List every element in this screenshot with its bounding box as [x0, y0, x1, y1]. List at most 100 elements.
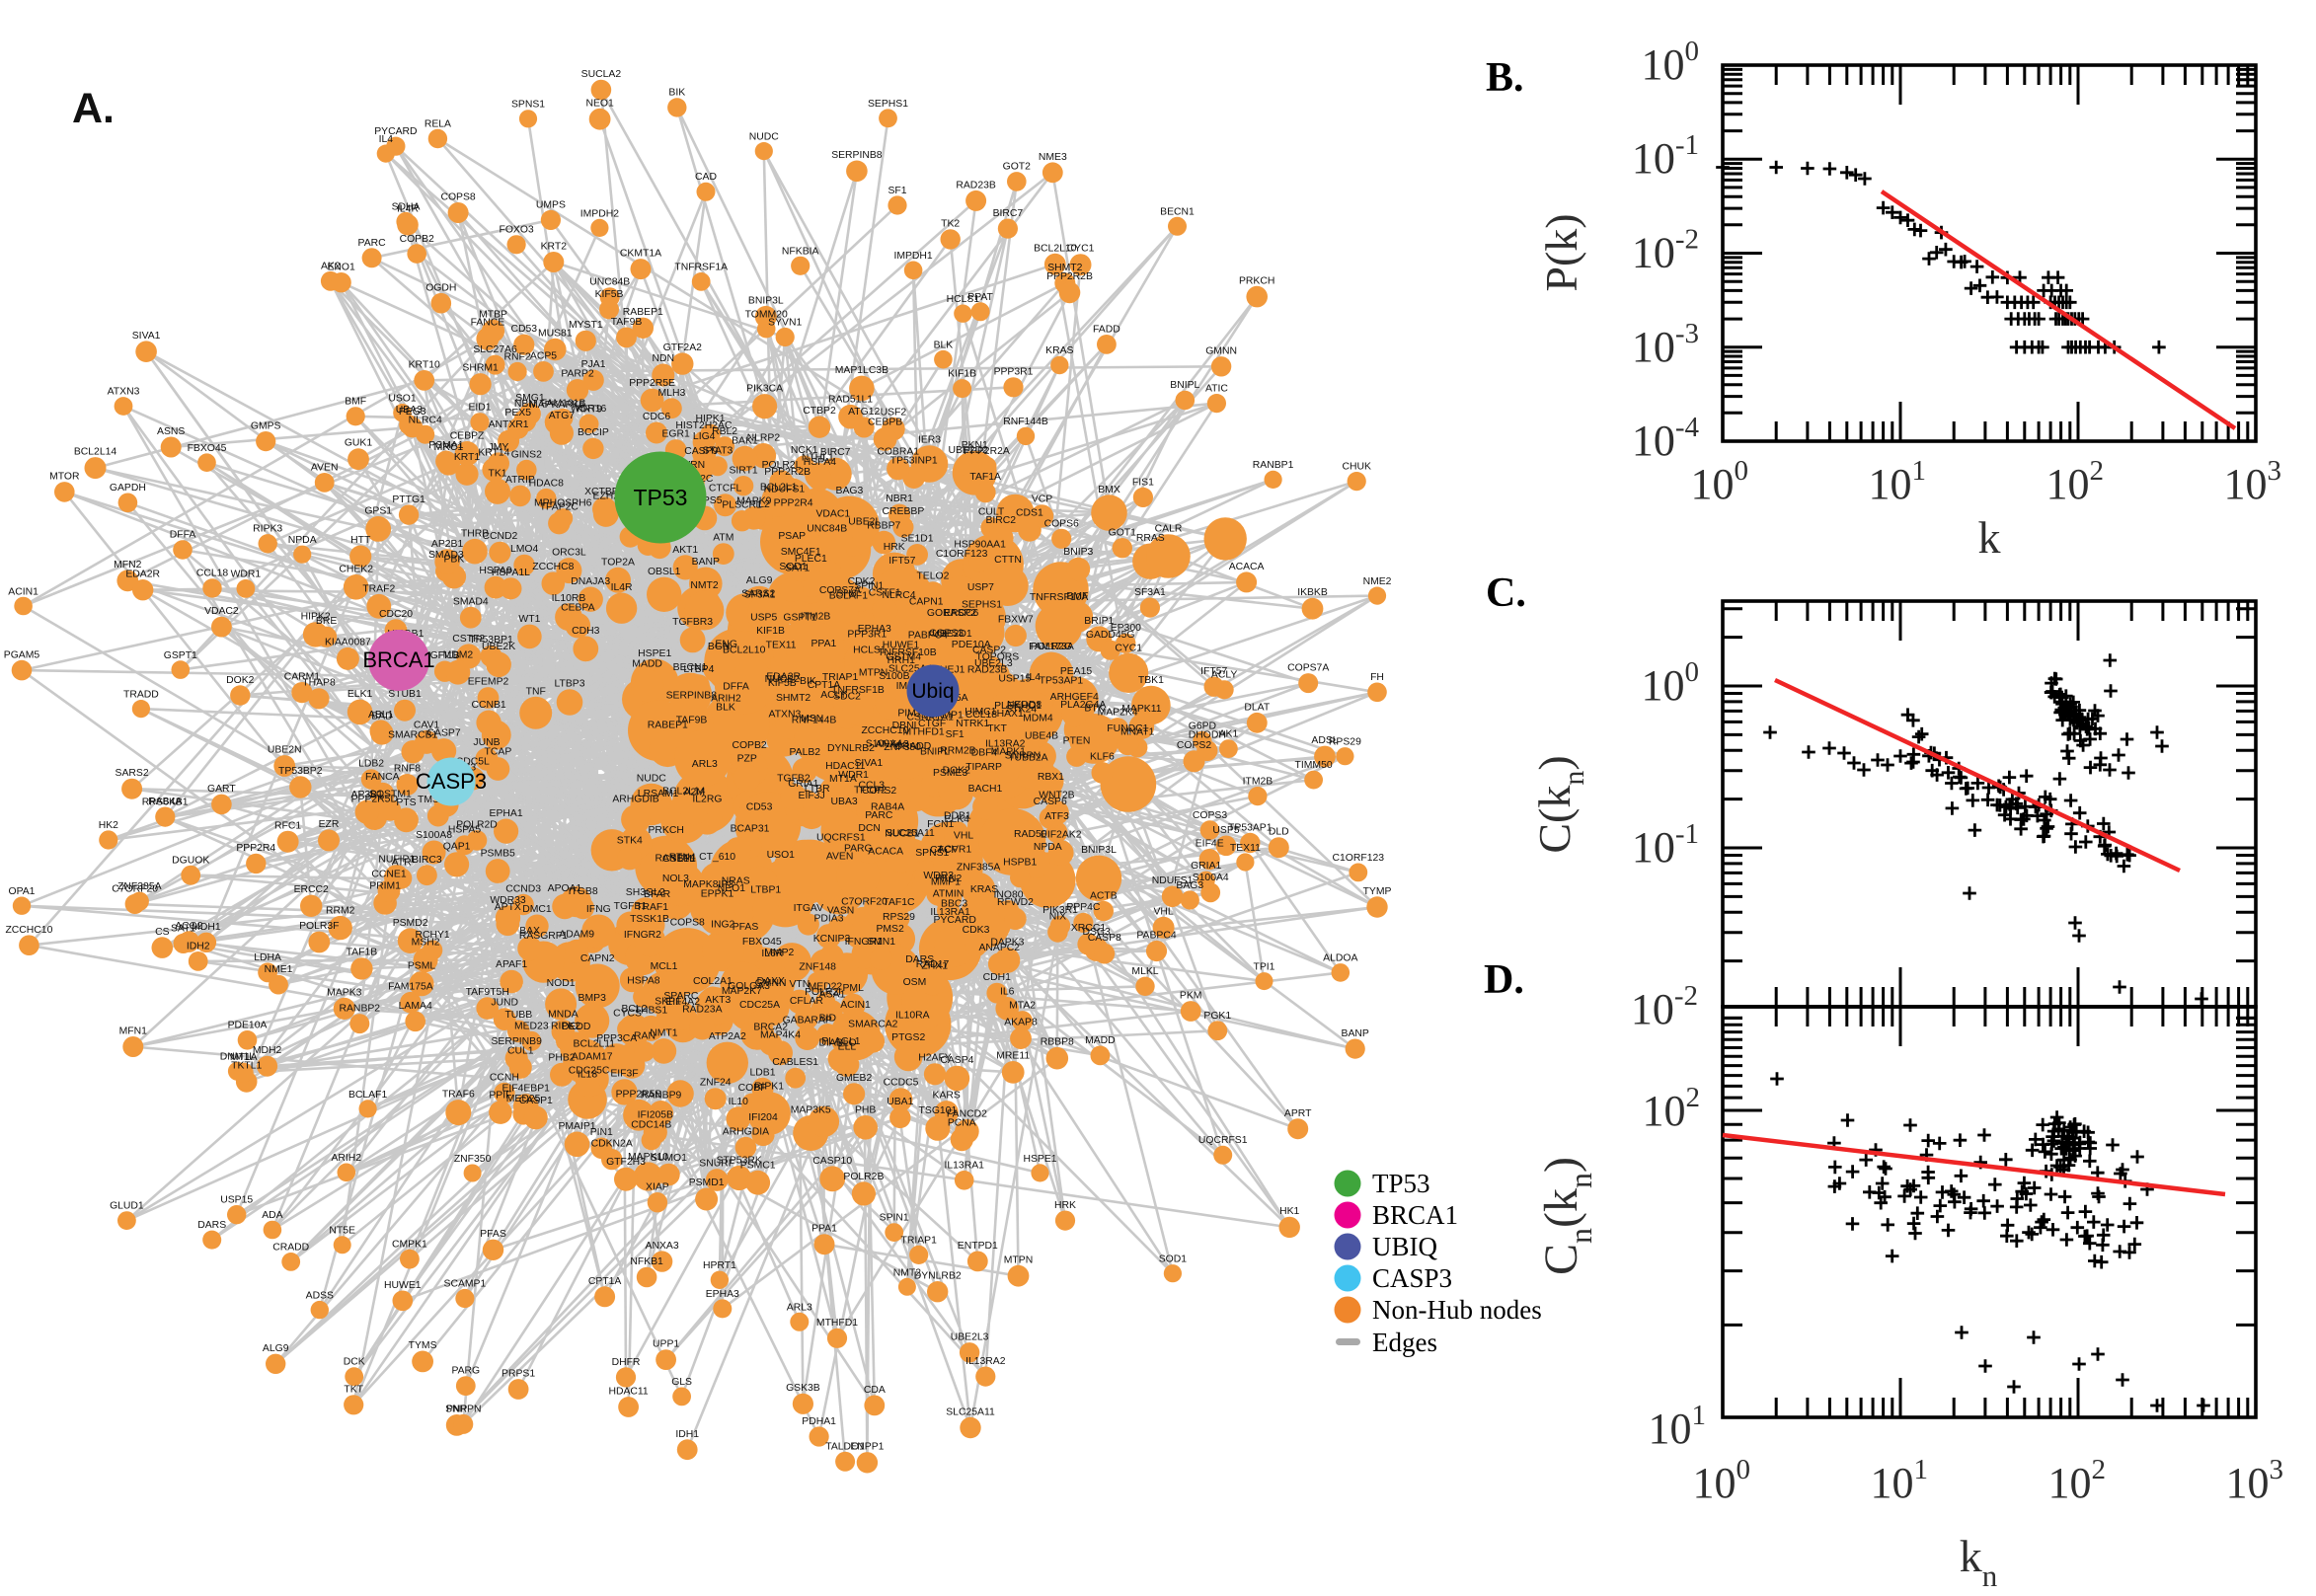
svg-text:PPA1: PPA1	[811, 639, 836, 649]
svg-text:PEA15: PEA15	[1060, 666, 1093, 677]
svg-text:MTPN: MTPN	[859, 668, 888, 679]
svg-text:BRE: BRE	[316, 616, 337, 627]
svg-text:HIST2H2AC: HIST2H2AC	[675, 420, 733, 431]
svg-text:UBE4B: UBE4B	[1025, 731, 1058, 742]
svg-text:OBSL1: OBSL1	[648, 567, 681, 577]
svg-text:SLC25A11: SLC25A11	[946, 1406, 995, 1417]
svg-text:NFKBIA: NFKBIA	[782, 246, 819, 257]
svg-text:HRK: HRK	[884, 542, 905, 553]
svg-text:DNAJA3: DNAJA3	[571, 576, 610, 587]
svg-text:BAD: BAD	[371, 712, 392, 722]
svg-text:ADAM17: ADAM17	[572, 1052, 613, 1063]
svg-text:CTCFL: CTCFL	[709, 484, 742, 494]
svg-text:KIF5B: KIF5B	[768, 678, 797, 689]
svg-text:MADD: MADD	[1085, 1035, 1116, 1046]
svg-text:HAX1: HAX1	[997, 709, 1024, 720]
svg-text:FBXO45: FBXO45	[742, 937, 782, 948]
svg-text:PKM: PKM	[1180, 991, 1202, 1002]
svg-text:PSMA1: PSMA1	[428, 440, 463, 451]
svg-text:VHL: VHL	[1153, 906, 1173, 917]
svg-text:SNRPN: SNRPN	[445, 1404, 481, 1414]
svg-text:LDB1: LDB1	[750, 1067, 776, 1078]
svg-text:TAF9B: TAF9B	[676, 715, 708, 725]
svg-text:ZNF385A: ZNF385A	[117, 881, 162, 892]
svg-text:RRAS: RRAS	[1136, 533, 1165, 544]
svg-text:LRSAM1: LRSAM1	[638, 789, 679, 799]
svg-text:XRCC1: XRCC1	[1071, 923, 1106, 934]
svg-text:RELA: RELA	[425, 118, 451, 129]
svg-text:JUNB: JUNB	[473, 737, 500, 748]
svg-text:KRT1: KRT1	[454, 452, 481, 463]
svg-text:DARS: DARS	[905, 954, 934, 965]
svg-text:UMPS: UMPS	[536, 199, 566, 210]
svg-text:PLSCR1: PLSCR1	[722, 500, 762, 511]
svg-text:IL2: IL2	[755, 499, 770, 510]
svg-text:COL2A1: COL2A1	[693, 976, 733, 987]
svg-text:SF3A1: SF3A1	[744, 590, 776, 601]
svg-text:ANAPC2: ANAPC2	[979, 943, 1021, 953]
svg-text:NUCB2: NUCB2	[765, 674, 800, 685]
svg-text:APTX: APTX	[495, 902, 521, 913]
svg-text:GMEB2: GMEB2	[836, 1073, 873, 1084]
svg-text:MTA2: MTA2	[1009, 1001, 1036, 1012]
svg-text:GINS2: GINS2	[511, 449, 542, 460]
svg-text:COPS6: COPS6	[1044, 518, 1079, 529]
svg-text:ATG7: ATG7	[549, 411, 576, 421]
svg-text:GMNN: GMNN	[1205, 346, 1237, 357]
svg-text:HRK: HRK	[1054, 1200, 1076, 1211]
svg-text:LAMA4: LAMA4	[399, 1001, 432, 1012]
svg-text:MED23: MED23	[514, 1021, 549, 1031]
svg-text:VDAC1: VDAC1	[815, 508, 850, 519]
svg-text:MED22: MED22	[809, 981, 843, 992]
svg-text:TAF1B: TAF1B	[347, 948, 378, 958]
svg-text:CABLES1: CABLES1	[772, 1057, 818, 1068]
svg-text:DLD: DLD	[1269, 827, 1289, 838]
svg-text:SNRPN: SNRPN	[1005, 751, 1041, 762]
svg-text:BRIP1: BRIP1	[1084, 616, 1114, 627]
svg-text:NEO1: NEO1	[585, 98, 614, 109]
svg-text:PSME3: PSME3	[933, 768, 967, 779]
svg-text:HSPA1L: HSPA1L	[492, 568, 530, 578]
svg-text:CDC20: CDC20	[379, 609, 413, 620]
svg-text:PSMB5: PSMB5	[481, 849, 515, 860]
svg-text:AK2: AK2	[321, 261, 341, 271]
svg-text:CAD: CAD	[695, 172, 717, 183]
svg-text:BIRC3: BIRC3	[412, 855, 442, 866]
svg-text:PLAGL1: PLAGL1	[821, 1036, 861, 1047]
svg-text:LDB2: LDB2	[358, 759, 384, 770]
svg-text:COPS2: COPS2	[862, 786, 896, 797]
svg-text:UQCRFS1: UQCRFS1	[1198, 1135, 1248, 1146]
svg-text:DBF4: DBF4	[971, 748, 998, 759]
svg-text:MSN: MSN	[801, 714, 823, 724]
svg-text:PIM1: PIM1	[897, 709, 921, 720]
svg-text:MCL1: MCL1	[651, 961, 678, 972]
svg-text:BID: BID	[819, 1014, 836, 1025]
svg-text:DCK: DCK	[344, 1357, 365, 1368]
svg-text:TAF9B: TAF9B	[611, 317, 643, 328]
svg-text:INO80: INO80	[993, 889, 1023, 900]
svg-text:TNFRSF1B: TNFRSF1B	[831, 685, 885, 696]
svg-text:FAM175A: FAM175A	[388, 981, 433, 992]
svg-text:DMC1: DMC1	[522, 904, 552, 915]
svg-text:NOD1: NOD1	[547, 978, 576, 989]
svg-text:PTEN: PTEN	[1063, 736, 1091, 747]
svg-text:CDKN2A: CDKN2A	[591, 1138, 633, 1149]
svg-text:THBS1: THBS1	[635, 1006, 668, 1017]
svg-text:MAPK8IP3: MAPK8IP3	[683, 879, 733, 890]
svg-text:FBXO45: FBXO45	[188, 443, 227, 454]
svg-text:TNFRSF1A: TNFRSF1A	[674, 263, 728, 273]
svg-text:PHB2: PHB2	[548, 1052, 575, 1063]
svg-text:ANXA3: ANXA3	[646, 1241, 679, 1252]
svg-text:SKP1: SKP1	[655, 997, 681, 1008]
svg-text:CASP10: CASP10	[812, 1156, 852, 1167]
svg-text:KRT2: KRT2	[541, 242, 568, 253]
svg-text:HUWE1: HUWE1	[384, 1280, 422, 1291]
svg-text:ADAM9: ADAM9	[559, 929, 594, 940]
svg-text:CALR: CALR	[1155, 524, 1183, 535]
svg-text:NDUFS1: NDUFS1	[1152, 875, 1194, 886]
svg-text:UBE2L3: UBE2L3	[951, 1332, 989, 1343]
svg-text:CASP3: CASP3	[1372, 1263, 1452, 1293]
svg-text:ATXN3: ATXN3	[108, 387, 140, 398]
svg-text:HSPE1: HSPE1	[1023, 1154, 1056, 1165]
svg-text:CD53: CD53	[511, 324, 538, 335]
